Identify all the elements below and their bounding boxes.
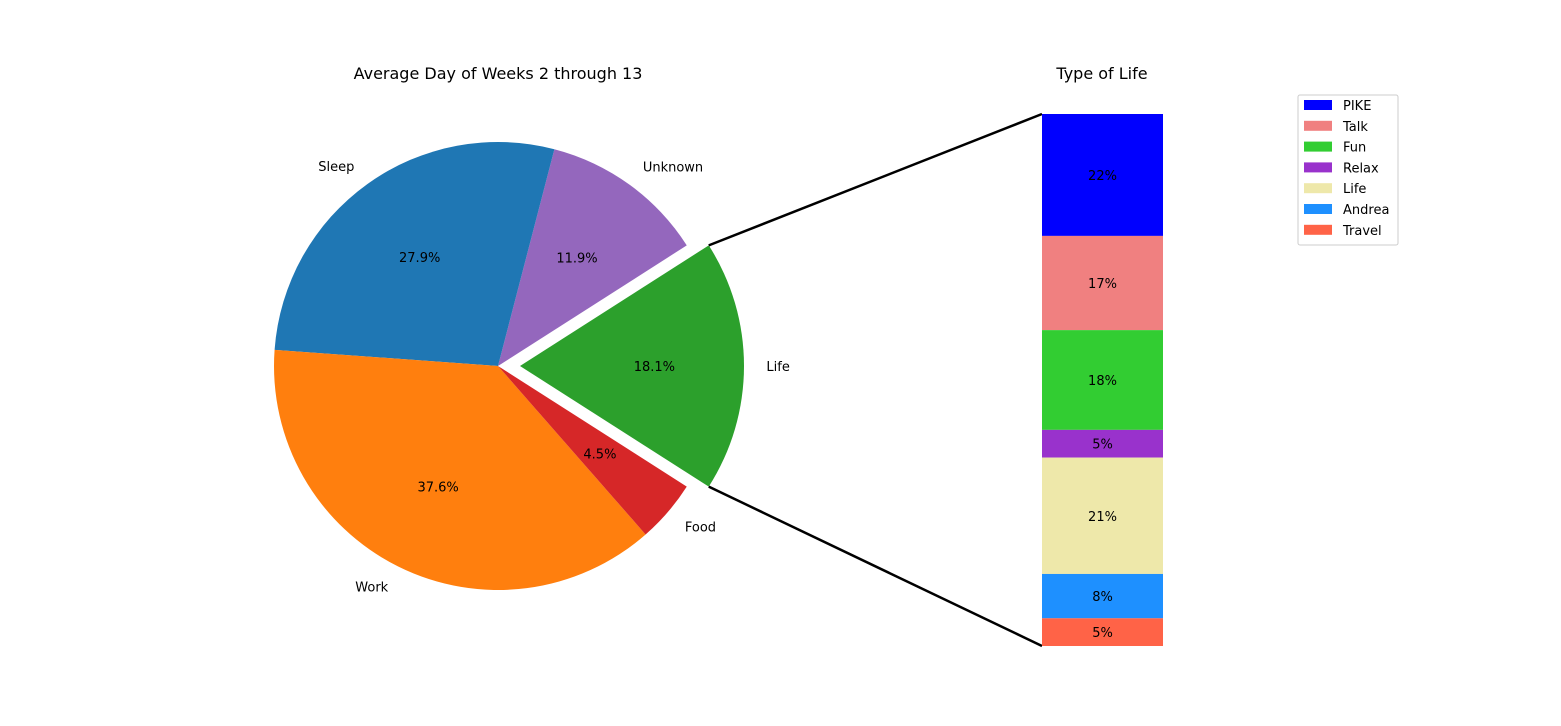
legend-swatch-talk	[1304, 120, 1332, 131]
bar-segment-label-fun: 18%	[1088, 374, 1117, 389]
bar-segment-life	[1042, 457, 1163, 574]
bar-chart-title: Type of Life	[1055, 64, 1147, 83]
bar-segment-label-andrea: 8%	[1092, 590, 1113, 605]
pie-percent-label-food: 4.5%	[583, 448, 616, 463]
bar-segment-label-travel: 5%	[1092, 626, 1113, 641]
pie-slice-food	[498, 366, 687, 535]
legend-label-pike: PIKE	[1343, 99, 1371, 114]
pie-slice-work	[274, 349, 646, 591]
pie-chart: 18.1% Life 11.9% Unknown 27.9% Sleep 37.6% Work…	[274, 142, 790, 596]
legend-swatch-pike	[1304, 100, 1332, 110]
connector-line-top	[708, 112, 1043, 247]
bar-segment-andrea	[1042, 573, 1163, 619]
legend-swatch-relax	[1304, 162, 1332, 173]
pie-percent-label-work: 37.6%	[417, 480, 458, 495]
bar-segment-pike	[1042, 114, 1163, 236]
legend-label-talk: Talk	[1342, 120, 1368, 135]
pie-label-work: Work	[355, 581, 388, 596]
legend-swatch-travel	[1304, 224, 1332, 235]
bar-segment-talk	[1042, 235, 1163, 331]
bar-segment-label-pike: 22%	[1088, 169, 1117, 184]
pie-slice-life	[520, 245, 745, 487]
pie-slice-unknown	[498, 149, 687, 366]
bar-segment-label-relax: 5%	[1092, 438, 1113, 453]
pie-percent-label-unknown: 11.9%	[556, 251, 597, 266]
pie-percent-label-sleep: 27.9%	[399, 251, 440, 266]
legend-label-andrea: Andrea	[1343, 203, 1389, 218]
legend-label-relax: Relax	[1343, 161, 1379, 176]
pie-percent-label-life: 18.1%	[634, 360, 675, 375]
bar-segment-relax	[1042, 429, 1163, 458]
legend-swatch-andrea	[1304, 204, 1332, 214]
legend-swatch-fun	[1304, 141, 1332, 152]
bar-segment-fun	[1042, 330, 1163, 430]
bar-segment-travel	[1042, 618, 1163, 646]
pie-label-food: Food	[685, 521, 716, 536]
legend-label-travel: Travel	[1342, 224, 1382, 239]
pie-label-life: Life	[766, 360, 789, 375]
stacked-bar-chart: 22% 17% 18% 5% 21% 8% 5%	[1042, 114, 1163, 646]
legend-label-life: Life	[1343, 182, 1366, 197]
legend-swatch-life	[1304, 183, 1332, 194]
bar-segment-label-talk: 17%	[1088, 277, 1117, 292]
pie-chart-title: Average Day of Weeks 2 through 13	[354, 64, 643, 83]
legend: PIKE Talk Fun Relax Life Andrea Travel	[1297, 94, 1399, 246]
pie-slice-sleep	[274, 142, 555, 366]
pie-label-unknown: Unknown	[643, 161, 703, 176]
connector-lines	[708, 112, 1043, 648]
legend-label-fun: Fun	[1343, 141, 1366, 156]
connector-line-bottom	[708, 485, 1043, 648]
bar-segment-label-life: 21%	[1088, 510, 1117, 525]
pie-label-sleep: Sleep	[318, 160, 354, 175]
